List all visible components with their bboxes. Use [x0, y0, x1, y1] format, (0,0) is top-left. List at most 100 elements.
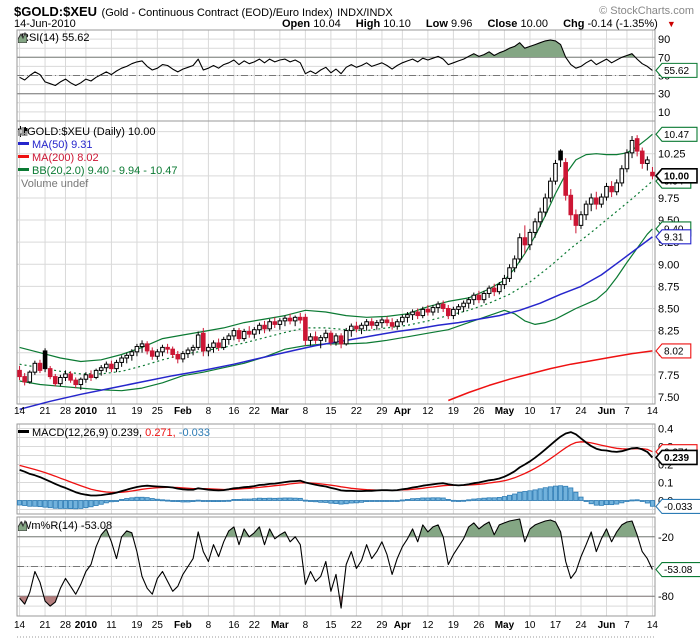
rsi-overbought-fill [19, 40, 653, 58]
x-tick-label: 8 [205, 406, 212, 417]
axis-value-box: 8.02 [655, 343, 692, 359]
x-tick-label: 14 [646, 620, 658, 631]
main-title: $GOLD:$XEU (Daily) [21, 126, 125, 138]
x-tick-label: 21 [39, 620, 51, 631]
main-title-row: $GOLD:$XEU (Daily) 10.00 [18, 126, 178, 139]
x-tick-label: 8 [205, 620, 212, 631]
svg-text:8.75: 8.75 [658, 281, 679, 293]
date-axis-main: 14 21 28 2010 11 19 25 Feb 8 16 22 Mar 8 15 22 29 Apr 12 1… [0, 406, 700, 421]
x-tick-label: 29 [376, 406, 388, 417]
wmr-legend: Wm%R(14) -53.08 [18, 520, 112, 533]
svg-text:0.4: 0.4 [658, 424, 673, 436]
high-label: High [355, 18, 381, 30]
rsi-legend: RSI(14) 55.62 [18, 32, 90, 45]
x-tick-label: 12 [422, 406, 434, 417]
x-tick-label: 7 [624, 620, 630, 631]
x-tick-label: 15 [325, 620, 337, 631]
x-tick-label: 10 [524, 620, 536, 631]
macd-histogram-value: -0.033 [178, 427, 210, 439]
chg-label: Chg [563, 18, 585, 30]
svg-text:-80: -80 [658, 591, 674, 603]
x-tick-label: 2010 [74, 406, 98, 417]
symbol-description: (Gold - Continuous Contract (EOD)/Euro I… [101, 7, 333, 19]
x-tick-label: 7 [624, 406, 630, 417]
low-value: 9.96 [450, 18, 473, 30]
svg-text:10.25: 10.25 [658, 149, 686, 161]
ma50-line-icon [18, 142, 29, 145]
x-tick-label: 16 [228, 620, 240, 631]
x-tick-label: 10 [524, 406, 536, 417]
exchange-label: INDX/INDX [337, 7, 393, 19]
x-tick-label: 19 [447, 406, 459, 417]
rsi-line [19, 39, 653, 87]
main-legend: $GOLD:$XEU (Daily) 10.00 MA(50) 9.31 MA(… [18, 126, 178, 191]
main-last-price: 10.00 [127, 126, 156, 138]
svg-text:8.50: 8.50 [658, 303, 679, 315]
macd-legend: MACD(12,26,9) 0.239, 0.271, -0.033 [18, 427, 210, 440]
bollinger-middle-band [19, 180, 653, 375]
x-tick-label: May [494, 620, 515, 631]
ma200-label: MA(200) 8.02 [32, 152, 99, 164]
y-axis-labels: 90705030107.507.758.008.258.508.759.009.… [658, 34, 686, 603]
x-tick-label: Mar [270, 406, 289, 417]
candlesticks [17, 135, 655, 390]
copyright-text: © StockCharts.com [599, 5, 694, 17]
svg-text:7.75: 7.75 [658, 370, 679, 382]
x-tick-label: 17 [549, 406, 562, 417]
volume-legend: Volume undef [18, 127, 178, 191]
chart-date: 14-Jun-2010 [14, 18, 76, 30]
x-tick-label: 22 [248, 620, 260, 631]
x-tick-label: Apr [393, 620, 411, 631]
x-tick-label: 19 [131, 620, 143, 631]
svg-text:90: 90 [658, 34, 670, 46]
x-tick-label: 16 [228, 406, 240, 417]
x-tick-label: 28 [59, 406, 72, 417]
x-tick-label: Jun [597, 406, 616, 417]
svg-text:30: 30 [658, 89, 670, 101]
high-value: 10.10 [383, 18, 411, 30]
macd-line-icon [18, 430, 29, 433]
svg-text:10: 10 [658, 107, 670, 119]
x-tick-label: 29 [376, 620, 388, 631]
chg-value: -0.14 (-1.35%) [587, 18, 658, 30]
x-tick-label: Mar [270, 620, 289, 631]
header-quote-row: 14-Jun-2010 Open 10.04 High 10.10 Low 9.… [14, 18, 696, 32]
ma50-line [19, 236, 653, 411]
close-value: 10.00 [520, 18, 548, 30]
close-label: Close [487, 18, 518, 30]
low-label: Low [425, 18, 448, 30]
macd-histogram [17, 485, 655, 510]
svg-text:0.239: 0.239 [664, 453, 689, 464]
axis-value-box: 9.31 [655, 229, 692, 245]
down-triangle-icon: ▼ [666, 19, 676, 29]
x-tick-label: 25 [151, 406, 163, 417]
x-tick-label: 14 [646, 406, 658, 417]
main-panel [16, 120, 656, 405]
axis-value-box: 55.62 [655, 62, 698, 78]
svg-text:9.31: 9.31 [664, 232, 684, 243]
x-tick-label: 19 [131, 406, 143, 417]
wmr-name: Wm%R(14) [21, 520, 78, 532]
x-tick-label: 25 [151, 620, 163, 631]
bollinger-lower-band [19, 228, 653, 392]
svg-text:10.00: 10.00 [664, 171, 689, 182]
svg-text:70: 70 [658, 52, 670, 64]
x-tick-label: 22 [248, 406, 260, 417]
x-tick-label: 12 [422, 620, 434, 631]
wmr-line [19, 518, 653, 609]
ma50-legend: MA(50) 9.31 [18, 139, 178, 152]
volume-label: Volume undef [21, 178, 89, 190]
svg-text:8.25: 8.25 [658, 326, 679, 338]
x-tick-label: Jun [597, 620, 616, 631]
svg-text:55.62: 55.62 [664, 66, 689, 77]
x-tick-label: 17 [549, 620, 562, 631]
x-tick-label: Feb [173, 406, 192, 417]
svg-text:9.00: 9.00 [658, 259, 679, 271]
x-tick-label: 8 [302, 406, 309, 417]
axis-value-box: 10.00 [654, 168, 698, 184]
ohlc-quote: Open 10.04 High 10.10 Low 9.96 Close 10.… [282, 18, 688, 30]
macd-signal-line [19, 441, 653, 494]
rsi-name: RSI(14) [21, 32, 59, 44]
x-tick-label: 24 [575, 620, 587, 631]
